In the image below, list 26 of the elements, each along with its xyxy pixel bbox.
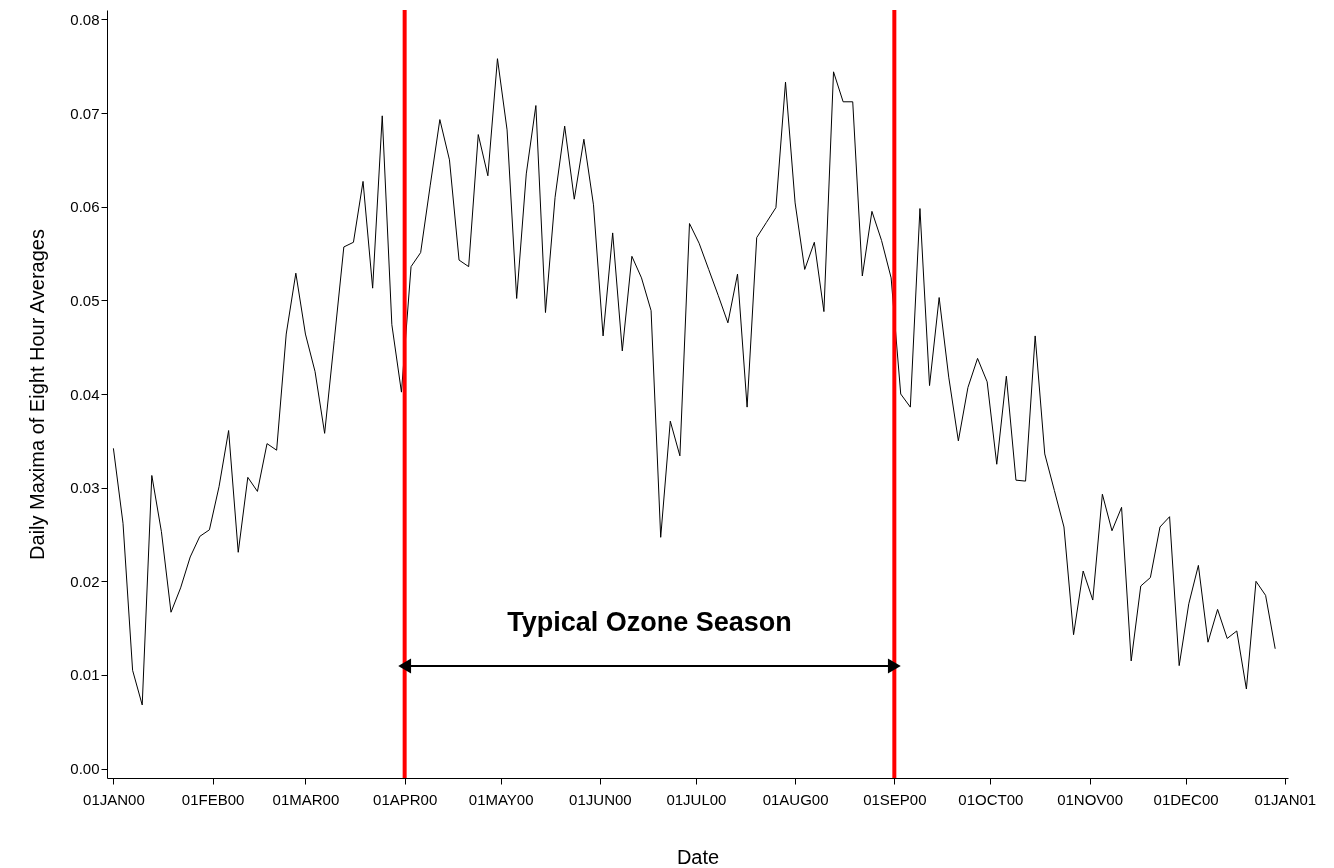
- y-tick-label: 0.05: [70, 291, 100, 309]
- x-tick-label: 01APR00: [373, 790, 438, 808]
- annotation: Typical Ozone Season: [507, 607, 792, 637]
- x-tick-label: 01MAY00: [468, 790, 534, 808]
- x-tick-label: 01JAN00: [83, 790, 145, 808]
- y-tick-label: 0.00: [70, 760, 100, 778]
- x-tick-label: 01JUL00: [666, 790, 727, 808]
- x-tick-label: 01DEC00: [1153, 790, 1219, 808]
- y-axis-title: Daily Maxima of Eight Hour Averages: [26, 229, 49, 560]
- x-tick-label: 01FEB00: [181, 790, 245, 808]
- x-tick-label: 01OCT00: [958, 790, 1024, 808]
- x-tick-label: 01AUG00: [762, 790, 829, 808]
- y-tick-label: 0.04: [70, 385, 100, 403]
- x-tick-label: 01JUN00: [569, 790, 632, 808]
- x-tick-label: 01NOV00: [1057, 790, 1123, 808]
- y-tick-label: 0.02: [70, 572, 100, 590]
- x-axis-title: Date: [676, 845, 720, 868]
- x-tick-label: 01MAR00: [272, 790, 340, 808]
- y-tick-label: 0.08: [70, 10, 100, 28]
- y-tick-label: 0.03: [70, 479, 100, 497]
- line-series: [112, 58, 1276, 706]
- y-tick-label: 0.01: [70, 666, 100, 684]
- x-tick-label: 01SEP00: [863, 790, 927, 808]
- y-tick-label: 0.06: [70, 198, 100, 216]
- x-tick-label: 01JAN01: [1254, 790, 1317, 808]
- y-tick-label: 0.07: [70, 104, 100, 122]
